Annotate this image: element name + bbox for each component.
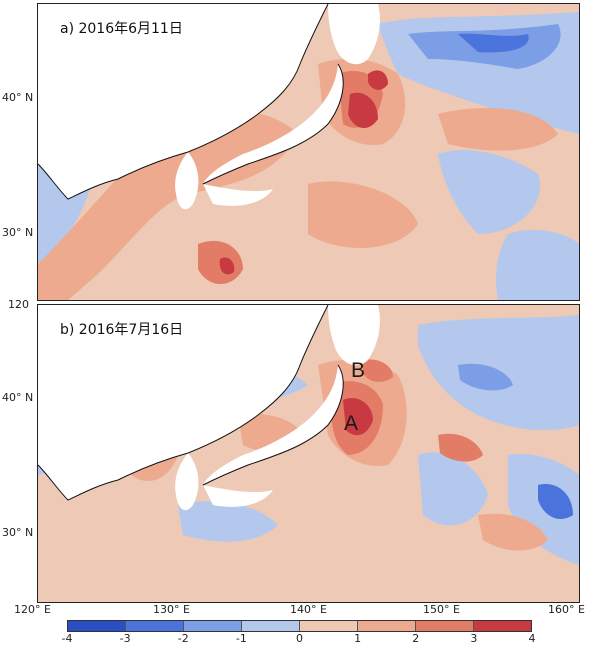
colorbar-tick-label: 4 (528, 632, 536, 645)
panel-a-sst-field (38, 4, 579, 300)
colorbar-segment (126, 621, 184, 631)
panel-b-sst-field (38, 305, 579, 602)
colorbar-tick-label: 1 (354, 632, 362, 645)
lat-tick-a-30n: 30° N (2, 226, 34, 239)
colorbar-tick-label: -1 (235, 632, 247, 645)
colorbar-segment (474, 621, 531, 631)
panel-b-map: b) 2016年7月16日 A B (37, 304, 580, 603)
colorbar-tick-label: -2 (177, 632, 189, 645)
colorbar-segment (416, 621, 474, 631)
colorbar-segment (300, 621, 358, 631)
colorbar-tick-label: 2 (412, 632, 420, 645)
colorbar-tick-label: -3 (119, 632, 131, 645)
lon-tick-120e: 120° E (14, 603, 51, 616)
colorbar (67, 620, 532, 632)
lat-tick-a-40n: 40° N (2, 91, 34, 104)
colorbar-segment (184, 621, 242, 631)
panel-b-date-label: b) 2016年7月16日 (60, 322, 184, 338)
lon-tick-150e: 150° E (423, 603, 460, 616)
colorbar-tick-label: 0 (296, 632, 303, 645)
lon-tick-140e: 140° E (290, 603, 327, 616)
colorbar-segment (358, 621, 416, 631)
panel-a-date-label: a) 2016年6月11日 (60, 21, 183, 37)
colorbar-tick-label: 3 (470, 632, 478, 645)
lat-tick-b-30n: 30° N (2, 526, 34, 539)
lon-tick-130e: 130° E (153, 603, 190, 616)
colorbar-tick-label: -4 (61, 632, 73, 645)
panel-a-map: a) 2016年6月11日 (37, 3, 580, 301)
corner-mid-tick: 120 (8, 298, 29, 311)
colorbar-segment (68, 621, 126, 631)
colorbar-segment (242, 621, 300, 631)
region-label-b: B (351, 359, 366, 382)
lat-tick-b-40n: 40° N (2, 391, 34, 404)
region-label-a: A (344, 412, 359, 435)
lon-tick-160e: 160° E (548, 603, 585, 616)
